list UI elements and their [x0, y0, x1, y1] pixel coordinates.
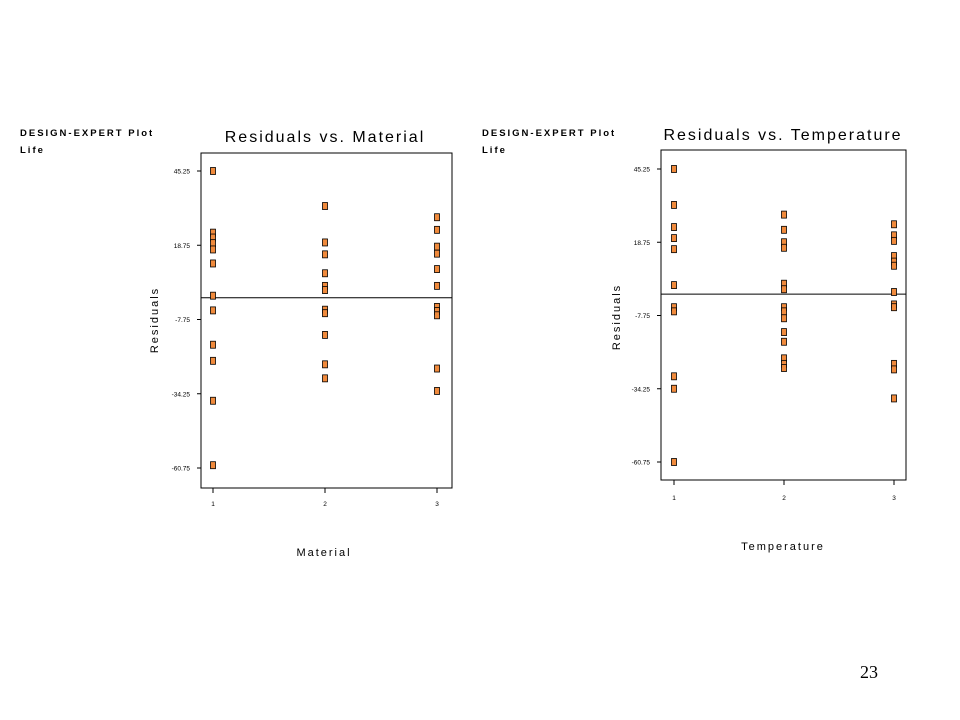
chart-1-y-tick-label: 18.75: [174, 243, 191, 250]
chart-2-y-tick-label: -60.75: [632, 460, 651, 467]
chart-1-residual-point: [322, 250, 328, 259]
chart-1-residual-point: [322, 309, 328, 318]
chart-2-residual-point: [671, 458, 677, 466]
chart-1-residual-point: [322, 360, 328, 369]
chart-2-residual-point: [781, 314, 787, 323]
chart-2-residual-point: [891, 261, 897, 270]
chart-1-residual-point: [322, 286, 328, 294]
chart-2-residual-point: [671, 201, 677, 209]
page-number: 23: [860, 662, 878, 682]
chart-2-residual-point: [781, 337, 787, 346]
chart-1-x-axis-label: Material: [296, 547, 351, 559]
chart-2-response-label: Life: [482, 145, 507, 156]
chart-1-residual-point: [434, 225, 440, 234]
chart-2-residual-point: [671, 223, 677, 231]
chart-1-residual-point: [210, 306, 216, 315]
chart-2-residual-point: [671, 234, 677, 243]
chart-2-residual-point: [891, 394, 897, 403]
chart-2-x-axis-label: Temperature: [741, 541, 825, 553]
chart-2-y-tick-label: 18.75: [634, 240, 651, 247]
chart-2-y-tick-label: -34.25: [632, 386, 651, 393]
chart-1-residual-point: [210, 245, 216, 254]
chart-1-residual-point: [322, 269, 328, 278]
chart-1-x-tick-label: 1: [211, 501, 215, 508]
chart-2-x-tick-label: 2: [782, 495, 786, 502]
chart-1-y-tick-label: -34.25: [172, 391, 191, 398]
chart-1-residual-point: [434, 311, 440, 320]
chart-2-residual-point: [671, 165, 677, 173]
chart-2-residual-point: [781, 328, 787, 336]
chart-2-residual-point: [891, 365, 897, 374]
chart-1-x-tick-label: 2: [323, 501, 327, 508]
chart-2-y-axis-label: Residuals: [611, 284, 623, 350]
chart-2-residual-point: [671, 245, 677, 254]
chart-1-residual-point: [434, 249, 440, 258]
chart-2-title: Residuals vs. Temperature: [663, 127, 902, 144]
chart-1-plot-frame: [200, 152, 453, 489]
chart-1-title: Residuals vs. Material: [225, 129, 426, 146]
chart-2-residual-point: [891, 220, 897, 229]
chart-1-residual-point: [434, 387, 440, 395]
chart-1-residual-point: [322, 202, 328, 210]
chart-1-residual-point: [210, 396, 216, 405]
chart-1-residual-point: [210, 167, 216, 175]
chart-1-residual-point: [322, 238, 328, 247]
chart-2-residual-point: [671, 384, 677, 393]
chart-1-y-axis-label: Residuals: [149, 287, 161, 353]
chart-1-residual-point: [210, 461, 216, 470]
chart-1-residual-point: [434, 364, 440, 373]
chart-2-residual-point: [781, 364, 787, 372]
chart-2-residual-point: [671, 372, 677, 381]
chart-1-y-tick-label: 45.25: [174, 169, 191, 176]
chart-1-residual-point: [210, 259, 216, 268]
chart-2-app-label: DESIGN-EXPERT Plot: [482, 128, 616, 139]
chart-1-residual-point: [434, 265, 440, 273]
chart-2-y-tick-label: 45.25: [634, 167, 651, 174]
chart-1-residual-point: [434, 242, 440, 251]
chart-1-residual-point: [322, 374, 328, 383]
chart-1-y-tick-label: -7.75: [175, 317, 190, 324]
chart-2-residual-point: [781, 225, 787, 234]
chart-2-residual-point: [891, 288, 897, 296]
chart-2-residual-point: [891, 303, 897, 312]
chart-2-residual-point: [781, 243, 787, 252]
chart-2-residual-point: [781, 210, 787, 219]
chart-1-residual-point: [322, 331, 328, 339]
chart-1-residual-point: [434, 213, 440, 222]
chart-2-residual-point: [891, 236, 897, 245]
chart-2-residual-point: [781, 285, 787, 294]
chart-1-residual-point: [434, 281, 440, 290]
chart-2-y-tick-label: -7.75: [635, 313, 650, 320]
chart-1-y-tick-label: -60.75: [172, 466, 191, 473]
chart-2-x-tick-label: 3: [892, 495, 896, 502]
chart-1-residual-point: [210, 291, 216, 300]
chart-1-x-tick-label: 3: [435, 501, 439, 508]
chart-1-residual-point: [210, 356, 216, 365]
chart-2-x-tick-label: 1: [672, 495, 676, 502]
chart-2-residual-point: [671, 307, 677, 316]
chart-1-app-label: DESIGN-EXPERT Plot: [20, 128, 154, 139]
chart-2-residual-point: [781, 307, 787, 316]
chart-1-residual-point: [210, 340, 216, 349]
chart-2-residual-point: [671, 281, 677, 289]
chart-1-response-label: Life: [20, 145, 45, 156]
